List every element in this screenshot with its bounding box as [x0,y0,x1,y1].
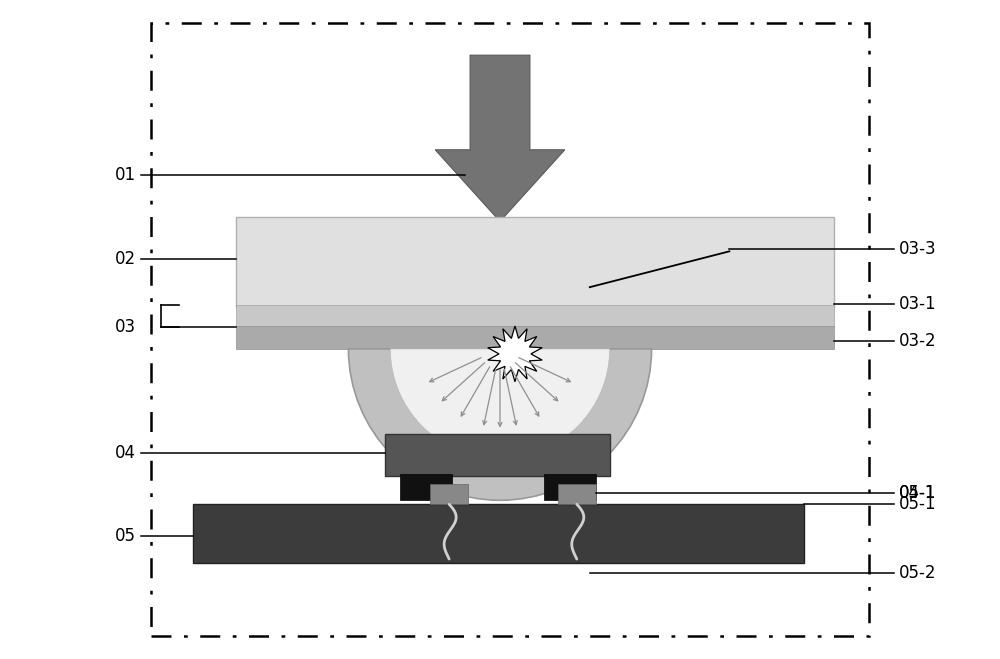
Text: 03: 03 [115,318,136,336]
Text: 03-2: 03-2 [899,332,937,350]
Text: 04-1: 04-1 [899,484,936,502]
Bar [430,484,468,504]
Text: 05-1: 05-1 [899,484,936,502]
Bar [385,434,610,476]
Bar [400,474,452,500]
Wedge shape [390,349,610,459]
Bar [236,217,834,307]
Text: 04: 04 [115,444,136,463]
Bar [236,305,834,327]
Text: 05-2: 05-2 [899,564,936,582]
Text: 05-1: 05-1 [899,496,936,513]
Bar [236,326,834,349]
Bar [193,504,804,563]
Polygon shape [435,55,565,221]
Bar [558,484,596,504]
Text: 01: 01 [115,165,136,184]
Polygon shape [488,326,542,382]
Text: 02: 02 [115,250,136,268]
Bar [151,23,869,636]
Text: 03-3: 03-3 [899,241,937,258]
Bar [544,474,596,500]
Text: 03-1: 03-1 [899,295,937,313]
Text: 05: 05 [115,527,136,545]
Wedge shape [348,349,652,500]
